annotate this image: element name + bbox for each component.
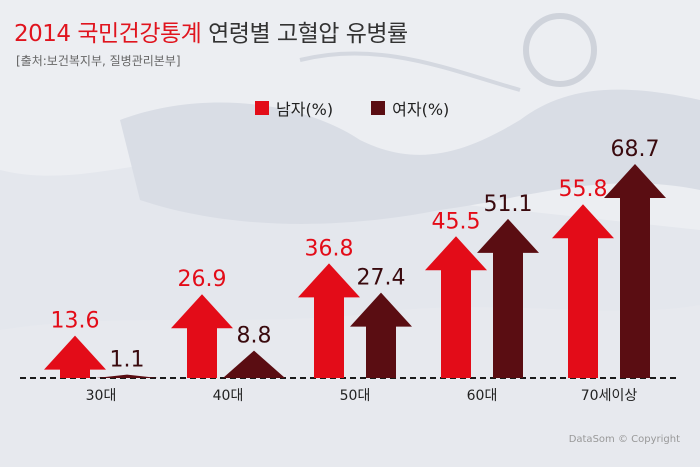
arrow-bar-male (171, 294, 233, 378)
arrow-bar-female (604, 164, 666, 378)
data-label-male: 45.5 (432, 209, 481, 234)
chart-title: 2014 국민건강통계 연령별 고혈압 유병률 (14, 14, 408, 48)
arrow-bar-female (96, 374, 158, 378)
arrow-bar-male (552, 204, 614, 378)
chart-title-accent: 2014 국민건강통계 (14, 21, 202, 47)
arrow-bar-male (425, 236, 487, 378)
data-label-female: 27.4 (357, 266, 406, 291)
chart-title-rest: 연령별 고혈압 유병률 (208, 21, 408, 47)
x-tick-label: 40대 (213, 388, 244, 404)
copyright-text: DataSom © Copyright (568, 434, 680, 445)
data-label-female: 51.1 (484, 192, 533, 217)
data-label-female: 68.7 (611, 137, 660, 162)
legend-item-female: 여자(%) (371, 96, 449, 120)
legend-swatch-female (371, 101, 386, 115)
source-note: [출처:보건복지부, 질병관리본부] (16, 54, 181, 68)
x-tick-label: 30대 (86, 388, 117, 404)
data-label-male: 36.8 (305, 236, 354, 261)
data-label-male: 26.9 (178, 267, 227, 292)
legend-item-male: 남자(%) (255, 96, 333, 120)
arrow-bar-female (223, 350, 285, 378)
arrow-bar-female (350, 292, 412, 378)
legend-label-male: 남자(%) (276, 100, 334, 119)
x-tick-label: 50대 (340, 388, 371, 404)
arrow-bar-male (44, 335, 106, 378)
data-label-female: 8.8 (237, 324, 272, 349)
data-label-female: 1.1 (110, 348, 145, 373)
legend-label-female: 여자(%) (392, 100, 450, 119)
data-label-male: 13.6 (51, 309, 100, 334)
chart-legend: 남자(%) 여자(%) (255, 96, 449, 120)
legend-swatch-male (255, 101, 269, 115)
x-tick-label: 60대 (467, 388, 498, 404)
arrow-bar-female (477, 218, 539, 378)
data-label-male: 55.8 (559, 177, 608, 202)
x-tick-label: 70세이상 (581, 388, 638, 404)
arrow-bar-male (298, 263, 360, 378)
